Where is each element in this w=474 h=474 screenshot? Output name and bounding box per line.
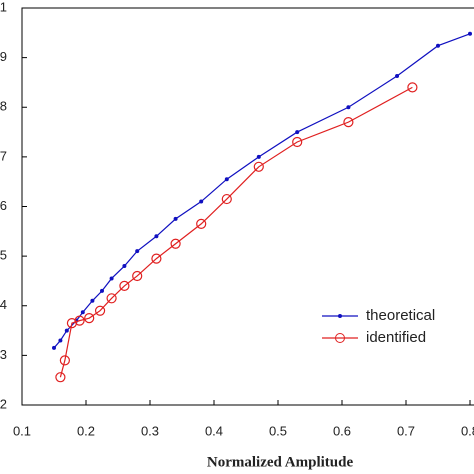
x-tick-label: 0.1 (13, 423, 31, 438)
data-point (173, 216, 178, 221)
x-tick-label: 0.7 (397, 423, 415, 438)
legend-label: theoretical (366, 307, 435, 324)
data-point (106, 293, 117, 304)
data-point (135, 249, 140, 254)
data-point (468, 31, 472, 36)
data-point (132, 270, 143, 282)
x-axis-label: Normalized Amplitude (207, 454, 354, 470)
x-tick-label: 0.5 (269, 423, 287, 438)
data-point (196, 218, 207, 229)
data-point (199, 199, 204, 204)
data-point (100, 288, 104, 293)
data-point (94, 305, 106, 316)
x-tick-label: 0.3 (141, 423, 159, 438)
data-point (436, 43, 440, 48)
data-point (221, 193, 232, 205)
y-tick-label: 0.7 (0, 148, 7, 163)
x-tick-label: 0.8 (461, 423, 474, 438)
data-point (256, 154, 261, 159)
data-point (119, 280, 130, 291)
series-line (53, 33, 471, 349)
data-point (66, 318, 78, 329)
data-point (343, 117, 354, 128)
data-point (59, 355, 70, 366)
y-tick-label: 1 (0, 0, 7, 14)
data-point (84, 313, 95, 324)
data-point (295, 130, 300, 135)
y-tick-label: 0.6 (0, 198, 7, 213)
y-tick-label: 0.4 (0, 297, 7, 312)
data-point (64, 328, 69, 333)
data-point (395, 73, 400, 78)
data-point (346, 105, 351, 110)
x-tick-label: 0.2 (77, 423, 95, 438)
legend-label: identified (366, 329, 426, 346)
data-point (253, 161, 264, 172)
data-point (74, 315, 85, 326)
y-tick-label: 0.3 (0, 347, 7, 362)
x-tick-label: 0.4 (205, 423, 223, 438)
data-point (224, 177, 229, 182)
data-point (292, 136, 303, 148)
data-point (80, 310, 85, 315)
data-point (151, 253, 162, 264)
data-point (170, 238, 181, 249)
data-point (122, 264, 127, 269)
data-point (407, 82, 418, 93)
data-point (154, 234, 159, 239)
x-tick-label: 0.6 (333, 423, 351, 438)
legend-marker (338, 314, 342, 318)
series-line (59, 86, 413, 378)
y-tick-label: 0.5 (0, 248, 7, 263)
y-tick-label: 0.8 (0, 99, 7, 114)
data-point (55, 372, 66, 383)
data-point (90, 298, 95, 303)
data-point (58, 338, 63, 343)
data-point (52, 345, 56, 350)
y-tick-label: 0.2 (0, 396, 7, 411)
data-point (109, 276, 114, 281)
legend-marker (335, 333, 345, 343)
y-tick-label: 0.9 (0, 49, 7, 64)
